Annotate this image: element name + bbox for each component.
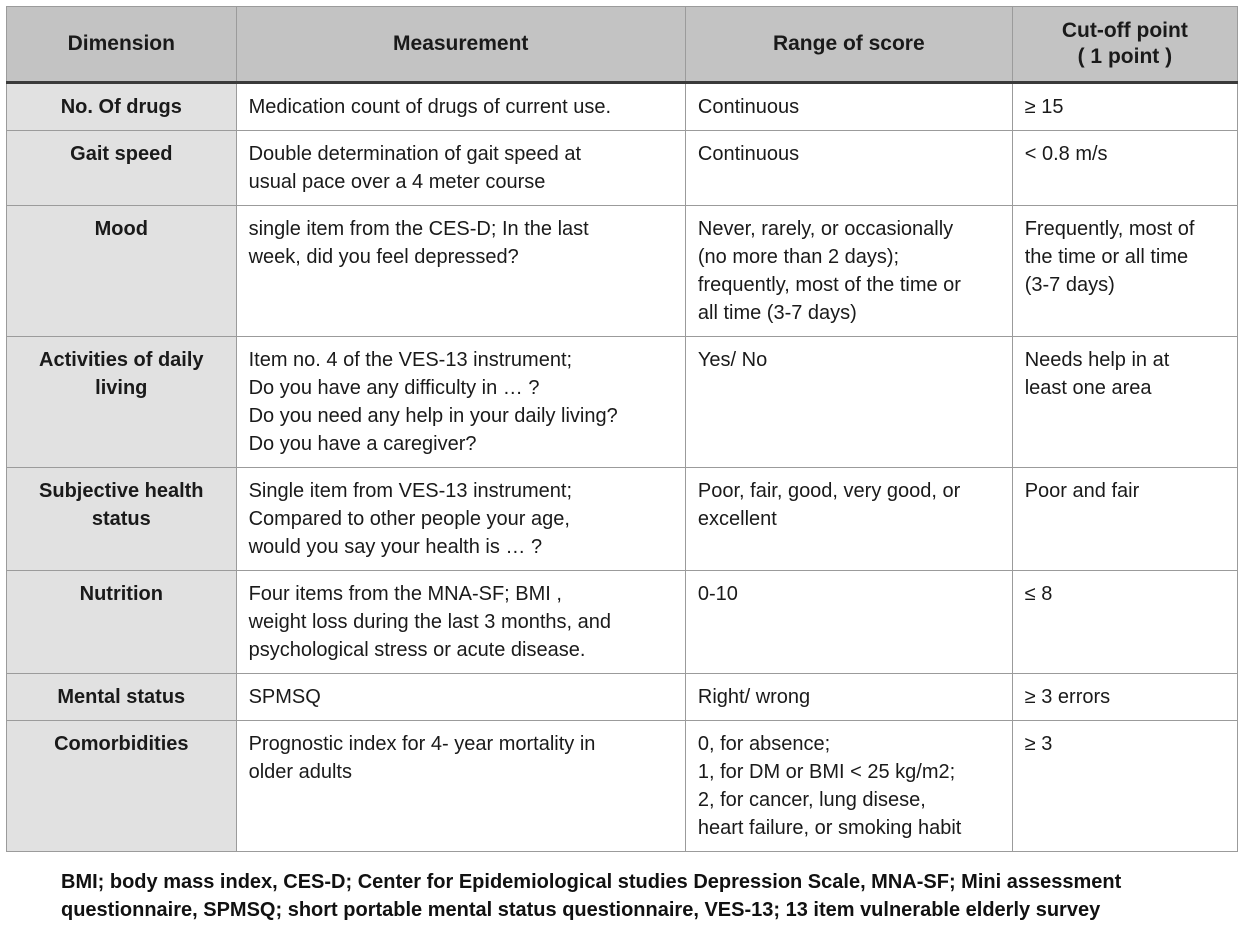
cell-dimension: Nutrition (6, 570, 237, 674)
cell-cutoff: Needs help in at least one area (1011, 336, 1239, 468)
table-row-adl: Activities of daily living Item no. 4 of… (6, 336, 1239, 468)
cell-range: Never, rarely, or occasionally (no more … (684, 205, 1013, 337)
header-row: Dimension Measurement Range of score Cut… (6, 6, 1239, 84)
col-header-dimension: Dimension (6, 6, 237, 84)
cell-range: 0-10 (684, 570, 1013, 674)
cell-measurement: Four items from the MNA-SF; BMI , weight… (235, 570, 686, 674)
cell-cutoff: Frequently, most of the time or all time… (1011, 205, 1239, 337)
assessment-table: Dimension Measurement Range of score Cut… (6, 6, 1239, 852)
table-row-comorbidities: Comorbidities Prognostic index for 4- ye… (6, 720, 1239, 852)
cell-range: Continuous (684, 82, 1013, 131)
cell-dimension: Comorbidities (6, 720, 237, 852)
cell-measurement: Prognostic index for 4- year mortality i… (235, 720, 686, 852)
cell-measurement: Double determination of gait speed at us… (235, 130, 686, 206)
cell-range: 0, for absence; 1, for DM or BMI < 25 kg… (684, 720, 1013, 852)
cell-dimension: Mood (6, 205, 237, 337)
table-row-mental-status: Mental status SPMSQ Right/ wrong ≥ 3 err… (6, 673, 1239, 721)
cell-dimension: No. Of drugs (6, 82, 237, 131)
table-row-nutrition: Nutrition Four items from the MNA-SF; BM… (6, 570, 1239, 674)
cell-measurement: single item from the CES-D; In the last … (235, 205, 686, 337)
cell-dimension: Subjective health status (6, 467, 237, 571)
cell-dimension: Mental status (6, 673, 237, 721)
cell-range: Yes/ No (684, 336, 1013, 468)
cell-range: Continuous (684, 130, 1013, 206)
cell-range: Right/ wrong (684, 673, 1013, 721)
col-header-measurement: Measurement (235, 6, 686, 84)
table-row-drugs: No. Of drugs Medication count of drugs o… (6, 82, 1239, 131)
cell-dimension: Gait speed (6, 130, 237, 206)
col-header-range: Range of score (684, 6, 1013, 84)
table-row-mood: Mood single item from the CES-D; In the … (6, 205, 1239, 337)
cell-range: Poor, fair, good, very good, or excellen… (684, 467, 1013, 571)
cell-measurement: SPMSQ (235, 673, 686, 721)
cell-cutoff: < 0.8 m/s (1011, 130, 1239, 206)
cell-cutoff: ≥ 15 (1011, 82, 1239, 131)
table-row-subjective-health: Subjective health status Single item fro… (6, 467, 1239, 571)
table-row-gait-speed: Gait speed Double determination of gait … (6, 130, 1239, 206)
col-header-cutoff: Cut-off point ( 1 point ) (1011, 6, 1239, 84)
cell-cutoff: Poor and fair (1011, 467, 1239, 571)
cell-cutoff: ≥ 3 errors (1011, 673, 1239, 721)
cell-cutoff: ≥ 3 (1011, 720, 1239, 852)
cell-measurement: Item no. 4 of the VES-13 instrument; Do … (235, 336, 686, 468)
abbreviations-footnote: BMI; body mass index, CES-D; Center for … (61, 871, 1122, 921)
cell-measurement: Medication count of drugs of current use… (235, 82, 686, 131)
cell-measurement: Single item from VES-13 instrument; Comp… (235, 467, 686, 571)
cell-dimension: Activities of daily living (6, 336, 237, 468)
cell-cutoff: ≤ 8 (1011, 570, 1239, 674)
